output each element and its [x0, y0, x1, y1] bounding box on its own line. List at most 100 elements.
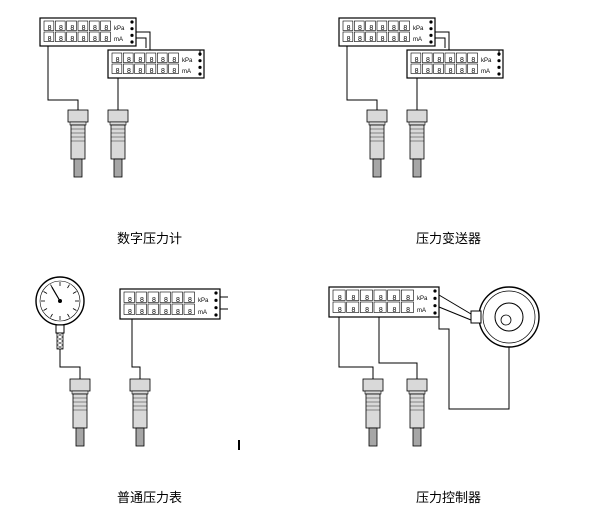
svg-text:8: 8	[176, 309, 180, 316]
svg-text:8: 8	[347, 25, 351, 32]
svg-text:8: 8	[403, 36, 407, 43]
diagram-q2: 888888kPa888888mA888888kPa888888mA	[299, 0, 598, 259]
svg-text:8: 8	[176, 297, 180, 304]
svg-text:8: 8	[128, 309, 132, 316]
coil-device	[471, 287, 539, 347]
svg-text:8: 8	[403, 25, 407, 32]
svg-text:8: 8	[152, 297, 156, 304]
svg-text:8: 8	[150, 68, 154, 75]
svg-text:8: 8	[82, 36, 86, 43]
svg-text:8: 8	[138, 57, 142, 64]
svg-text:8: 8	[48, 36, 52, 43]
svg-text:8: 8	[379, 295, 383, 302]
svg-text:8: 8	[365, 307, 369, 314]
svg-text:8: 8	[338, 307, 342, 314]
svg-text:8: 8	[150, 57, 154, 64]
svg-text:kPa: kPa	[114, 26, 125, 32]
pressure-sensor	[108, 110, 128, 177]
svg-text:mA: mA	[413, 37, 422, 43]
svg-text:8: 8	[93, 25, 97, 32]
pressure-sensor	[367, 110, 387, 177]
svg-text:8: 8	[365, 295, 369, 302]
svg-text:8: 8	[347, 36, 351, 43]
svg-text:8: 8	[140, 309, 144, 316]
caption-q3: 普通压力表	[0, 487, 299, 506]
svg-text:8: 8	[426, 57, 430, 64]
pressure-sensor	[68, 110, 88, 177]
svg-text:8: 8	[352, 307, 356, 314]
diagram-q4: 888888kPa888888mA	[299, 259, 598, 518]
svg-text:8: 8	[437, 68, 441, 75]
quadrant-digital-pressure-gauge: 888888kPa888888mA888888kPa888888mA 数字压力计	[0, 0, 299, 259]
svg-text:8: 8	[116, 57, 120, 64]
quadrant-pressure-transmitter: 888888kPa888888mA888888kPa888888mA 压力变送器	[299, 0, 598, 259]
svg-text:8: 8	[392, 36, 396, 43]
svg-text:8: 8	[460, 68, 464, 75]
caption-q1: 数字压力计	[0, 228, 299, 247]
svg-text:8: 8	[59, 36, 63, 43]
svg-text:8: 8	[415, 57, 419, 64]
svg-text:8: 8	[381, 25, 385, 32]
svg-text:kPa: kPa	[198, 298, 209, 304]
svg-text:8: 8	[392, 25, 396, 32]
caption-q4: 压力控制器	[299, 487, 598, 506]
diagram-q1: 888888kPa888888mA888888kPa888888mA	[0, 0, 299, 259]
svg-text:8: 8	[127, 57, 131, 64]
quadrant-pressure-controller: 888888kPa888888mA 压力控制器	[299, 259, 598, 518]
pressure-sensor	[407, 110, 427, 177]
svg-text:8: 8	[471, 57, 475, 64]
svg-text:8: 8	[188, 297, 192, 304]
svg-text:8: 8	[338, 295, 342, 302]
svg-text:8: 8	[426, 68, 430, 75]
svg-text:8: 8	[127, 68, 131, 75]
svg-text:8: 8	[406, 295, 410, 302]
pressure-sensor	[407, 379, 427, 446]
readout-panel: 888888kPa888888mA	[120, 289, 220, 319]
svg-text:8: 8	[172, 68, 176, 75]
svg-text:8: 8	[152, 309, 156, 316]
svg-text:8: 8	[59, 25, 63, 32]
svg-text:kPa: kPa	[182, 58, 193, 64]
svg-text:8: 8	[471, 68, 475, 75]
svg-text:8: 8	[393, 307, 397, 314]
svg-text:8: 8	[379, 307, 383, 314]
svg-text:mA: mA	[114, 37, 123, 43]
svg-text:8: 8	[358, 25, 362, 32]
readout-panel: 888888kPa888888mA	[329, 287, 439, 317]
svg-text:kPa: kPa	[413, 26, 424, 32]
svg-text:8: 8	[460, 57, 464, 64]
svg-text:8: 8	[104, 36, 108, 43]
stray-mark	[238, 440, 240, 450]
svg-text:8: 8	[449, 68, 453, 75]
svg-text:8: 8	[164, 309, 168, 316]
svg-text:8: 8	[161, 57, 165, 64]
pressure-sensor	[70, 379, 90, 446]
svg-text:8: 8	[188, 309, 192, 316]
svg-text:mA: mA	[182, 69, 191, 75]
svg-text:8: 8	[381, 36, 385, 43]
svg-text:mA: mA	[481, 69, 490, 75]
svg-text:8: 8	[393, 295, 397, 302]
svg-text:8: 8	[369, 25, 373, 32]
diagram-q3: 888888kPa888888mA	[0, 259, 299, 518]
readout-panel: 888888kPa888888mA	[40, 18, 136, 46]
svg-text:8: 8	[161, 68, 165, 75]
svg-text:8: 8	[449, 57, 453, 64]
readout-panel: 888888kPa888888mA	[407, 50, 503, 78]
svg-text:8: 8	[369, 36, 373, 43]
pressure-sensor	[130, 379, 150, 446]
svg-text:mA: mA	[198, 310, 207, 316]
analog-gauge	[36, 277, 84, 349]
caption-q2: 压力变送器	[299, 228, 598, 247]
svg-text:8: 8	[70, 36, 74, 43]
quadrant-ordinary-pressure-gauge: 888888kPa888888mA 普通压力表	[0, 259, 299, 518]
readout-panel: 888888kPa888888mA	[108, 50, 204, 78]
svg-text:8: 8	[104, 25, 108, 32]
svg-text:8: 8	[164, 297, 168, 304]
svg-text:8: 8	[140, 297, 144, 304]
svg-text:8: 8	[172, 57, 176, 64]
svg-text:8: 8	[48, 25, 52, 32]
svg-text:kPa: kPa	[481, 58, 492, 64]
svg-text:8: 8	[70, 25, 74, 32]
svg-text:8: 8	[415, 68, 419, 75]
